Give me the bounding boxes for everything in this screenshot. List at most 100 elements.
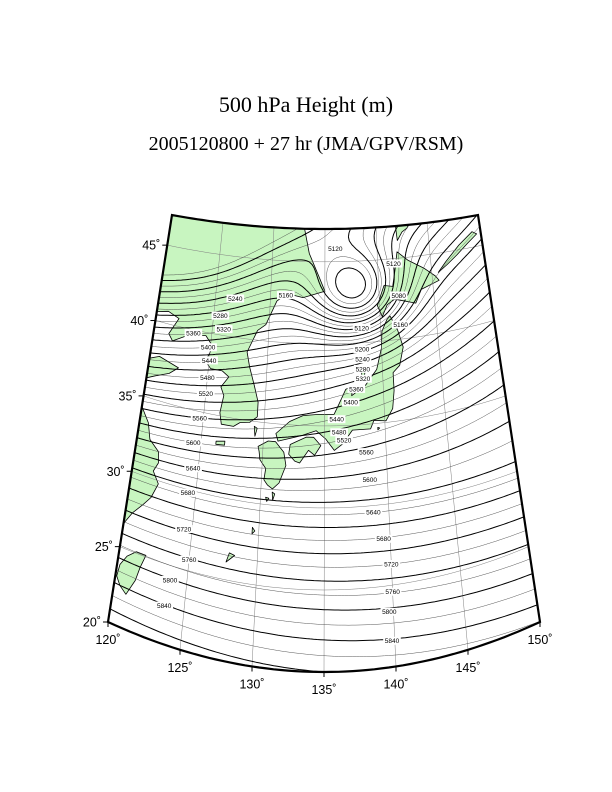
contour-label-bg bbox=[175, 525, 193, 533]
meridian-135 bbox=[323, 228, 326, 672]
contour-label: 5760 bbox=[182, 557, 197, 564]
land-sakhalin bbox=[395, 224, 409, 241]
contour-label-bg bbox=[391, 320, 410, 329]
land-jeju bbox=[215, 440, 226, 446]
contour-label-bg bbox=[200, 356, 218, 365]
contour-label: 5680 bbox=[376, 536, 391, 543]
lat-tick-label: 35˚ bbox=[119, 389, 137, 403]
contour-label-bg bbox=[384, 259, 403, 268]
contour-label: 5800 bbox=[382, 609, 397, 616]
contour-label-bg bbox=[389, 291, 408, 300]
contour-label-bg bbox=[190, 414, 209, 423]
contour-5840 bbox=[108, 575, 540, 642]
contour-label-bg bbox=[353, 355, 372, 364]
lat-tick-label: 25˚ bbox=[95, 540, 113, 554]
contour-label: 5600 bbox=[186, 440, 201, 447]
meridian-130 bbox=[251, 227, 275, 667]
contour-5720 bbox=[112, 504, 538, 555]
contour-label-bg bbox=[380, 607, 399, 616]
lat-tick-label: 40˚ bbox=[130, 314, 148, 328]
contour-label: 5320 bbox=[356, 376, 371, 383]
land-shikoku bbox=[288, 436, 322, 464]
contour-label: 5480 bbox=[332, 430, 347, 437]
contour-label: 5600 bbox=[363, 477, 378, 484]
lon-tick-label: 135˚ bbox=[311, 683, 336, 697]
land-taiwan bbox=[116, 551, 147, 595]
lat-tick-label: 20˚ bbox=[83, 616, 101, 630]
contour-label-bg bbox=[383, 636, 401, 645]
contour-label-bg bbox=[155, 601, 173, 610]
lat-tick-label: 45˚ bbox=[142, 239, 160, 253]
map-subtitle: 2005120800 + 27 hr (JMA/GPV/RSM) bbox=[148, 133, 464, 155]
contour-label: 5560 bbox=[359, 450, 374, 457]
contour-label-bg bbox=[197, 389, 215, 398]
contour-label-bg bbox=[357, 448, 376, 457]
lon-tick-label: 130˚ bbox=[239, 677, 264, 691]
contour-labels: 5120 5120 5080 5120 5160 5160 5200 5240 5240 5280… bbox=[155, 244, 410, 645]
contour-5760 bbox=[108, 526, 540, 582]
land-izu-islands bbox=[377, 427, 381, 431]
contour-label-bg bbox=[326, 244, 345, 253]
contour-label: 5120 bbox=[354, 325, 369, 332]
contour-label: 5160 bbox=[393, 322, 408, 329]
contour-label: 5520 bbox=[337, 438, 352, 445]
parallel-40 bbox=[155, 320, 495, 345]
contour-label-bg bbox=[361, 475, 379, 484]
contour-label-bg bbox=[347, 384, 366, 393]
land-okinawa bbox=[225, 552, 235, 563]
contour-5740 bbox=[110, 515, 540, 568]
contour-label: 5560 bbox=[192, 416, 207, 423]
lon-tick-label: 145˚ bbox=[455, 661, 480, 675]
contour-label-bg bbox=[199, 343, 217, 352]
contour-label: 5120 bbox=[328, 246, 343, 253]
land-ryukyu-amami bbox=[251, 526, 256, 535]
contour-label: 5440 bbox=[202, 358, 217, 365]
contour-label: 5640 bbox=[186, 466, 201, 473]
contour-label: 5720 bbox=[384, 561, 399, 568]
contour-label: 5360 bbox=[349, 386, 364, 393]
contour-label: 5200 bbox=[355, 347, 370, 354]
map-frame bbox=[106, 213, 542, 674]
contour-label-bg bbox=[327, 415, 346, 424]
parallel-45 bbox=[167, 244, 483, 263]
contour-label: 5240 bbox=[355, 357, 370, 364]
contour-label: 5400 bbox=[201, 345, 216, 352]
land-kyushu bbox=[257, 440, 287, 490]
contour-label: 5400 bbox=[343, 400, 358, 407]
contour-label-bg bbox=[277, 291, 295, 300]
lon-tick-label: 140˚ bbox=[383, 677, 408, 691]
contour-label-bg bbox=[383, 587, 402, 596]
contour-label: 5120 bbox=[386, 261, 401, 268]
contour-label-bg bbox=[330, 428, 348, 437]
parallel-35 bbox=[143, 395, 506, 427]
contour-label-bg bbox=[226, 294, 245, 303]
parallel-25 bbox=[119, 546, 529, 591]
contour-label: 5440 bbox=[329, 417, 344, 424]
contour-label: 5160 bbox=[279, 293, 294, 300]
contour-label-bg bbox=[374, 534, 393, 543]
contour-label-bg bbox=[184, 438, 203, 447]
contour-label: 5720 bbox=[177, 526, 192, 533]
contour-label-bg bbox=[211, 311, 230, 320]
contour-5820 bbox=[108, 562, 540, 626]
contour-label: 5640 bbox=[366, 510, 381, 517]
contour-label-bg bbox=[198, 373, 217, 382]
contour-label-bg bbox=[184, 464, 202, 473]
contour-label-bg bbox=[352, 324, 371, 332]
contour-5860 bbox=[108, 588, 540, 657]
contour-label: 5080 bbox=[391, 293, 406, 300]
contour-label: 5480 bbox=[200, 375, 215, 382]
contour-label-bg bbox=[354, 364, 372, 373]
contour-label-bg bbox=[180, 555, 198, 564]
contour-label: 5280 bbox=[356, 366, 371, 373]
contour-label-bg bbox=[354, 374, 372, 383]
contour-label-bg bbox=[382, 560, 401, 568]
contour-label: 5320 bbox=[216, 327, 231, 334]
land-kurils bbox=[437, 231, 477, 273]
lon-tick-label: 125˚ bbox=[167, 661, 192, 675]
contour-label: 5840 bbox=[157, 603, 172, 610]
land-tanegashima bbox=[271, 491, 276, 501]
contour-label: 5520 bbox=[199, 391, 214, 398]
contour-label-bg bbox=[335, 436, 353, 445]
land-china-coast bbox=[123, 406, 159, 525]
